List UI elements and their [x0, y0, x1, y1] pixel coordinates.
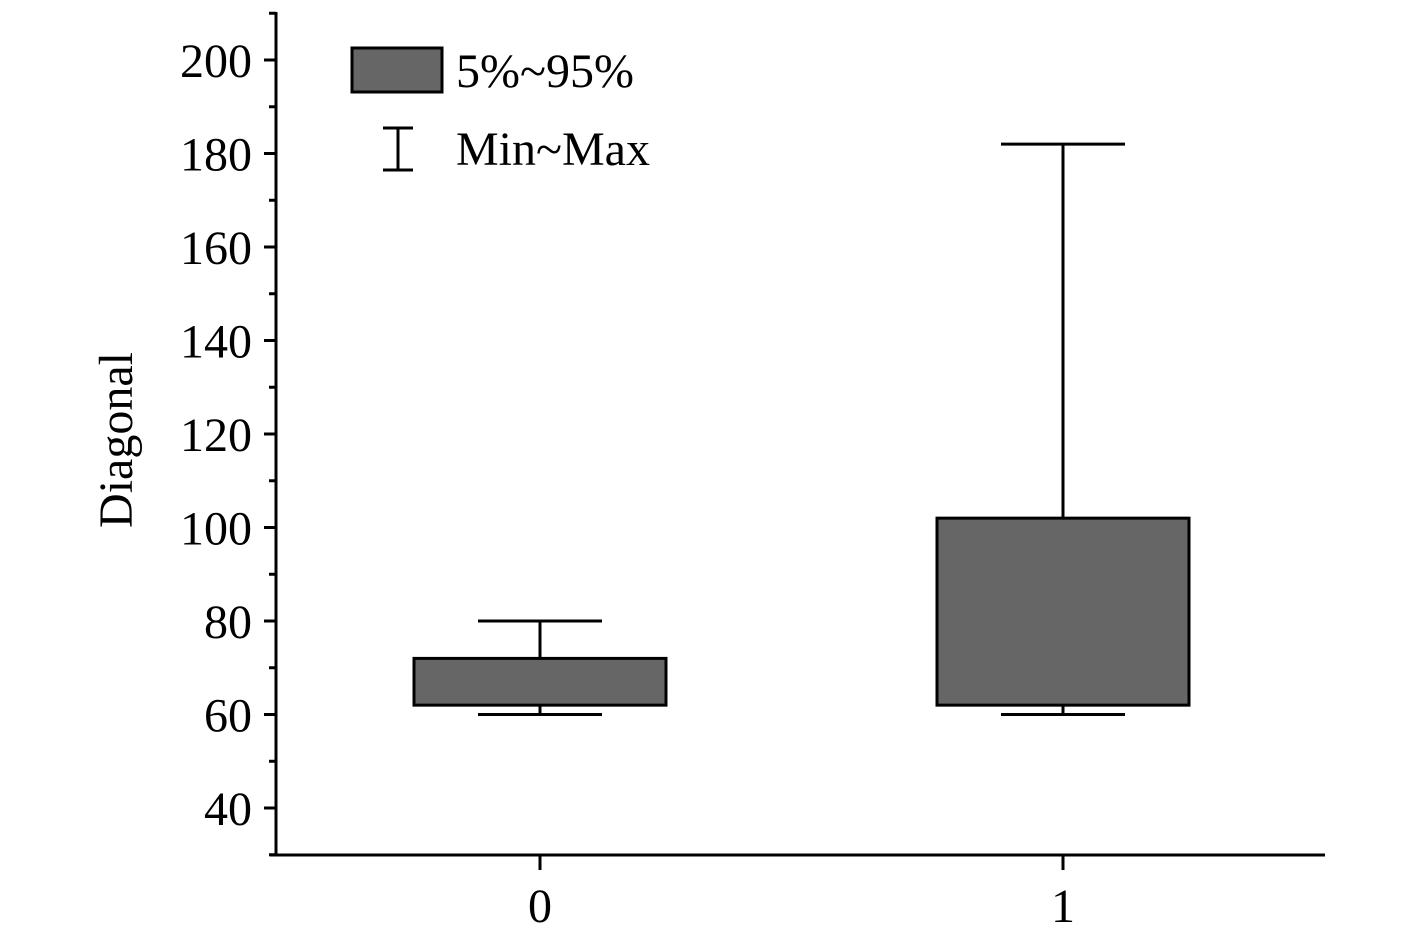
y-ticks: 40 60 80 100 120 140 160 180 200 [180, 11, 276, 857]
y-tick-label: 60 [204, 690, 252, 743]
x-category-label: 1 [1051, 880, 1075, 932]
x-category-label: 0 [528, 880, 552, 932]
box-5-95 [412, 656, 668, 707]
y-axis-label: Diagonal [90, 352, 143, 528]
y-tick-label: 160 [180, 222, 252, 275]
legend-box-label: 5%~95% [456, 45, 634, 98]
legend-box-swatch [350, 46, 444, 94]
y-tick-label: 40 [204, 783, 252, 836]
y-tick-label: 180 [180, 129, 252, 182]
y-tick-label: 100 [180, 503, 252, 556]
box-group-1 [935, 142, 1191, 716]
y-tick-label: 200 [180, 35, 252, 88]
y-tick-label: 140 [180, 316, 252, 369]
legend: 5%~95% Min~Max [350, 45, 650, 176]
boxes [412, 142, 1191, 716]
legend-whisker-label: Min~Max [456, 123, 650, 176]
box-group-0 [412, 619, 668, 716]
y-tick-label: 120 [180, 409, 252, 462]
y-tick-label: 80 [204, 596, 252, 649]
axes [270, 12, 1325, 857]
box-5-95 [935, 516, 1191, 707]
